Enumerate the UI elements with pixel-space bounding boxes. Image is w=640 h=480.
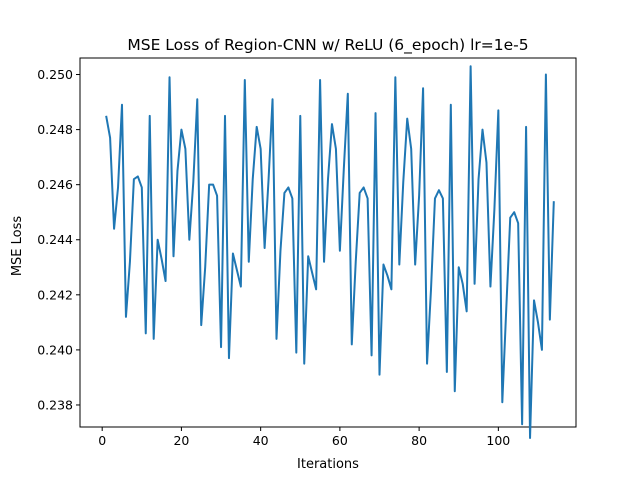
series-line bbox=[105, 65, 555, 440]
x-axis: 0 20 40 60 80 100 bbox=[98, 427, 510, 448]
y-axis-label: MSE Loss bbox=[10, 216, 25, 277]
y-tick-label: 0.240 bbox=[37, 342, 73, 357]
y-tick-label: 0.248 bbox=[37, 122, 73, 137]
series-layer bbox=[105, 65, 555, 440]
x-tick-label: 100 bbox=[486, 433, 510, 448]
x-tick-label: 60 bbox=[332, 433, 348, 448]
x-axis-label: Iterations bbox=[297, 457, 359, 472]
x-tick-label: 0 bbox=[98, 433, 106, 448]
chart-title: MSE Loss of Region-CNN w/ ReLU (6_epoch)… bbox=[127, 36, 528, 55]
x-tick-label: 80 bbox=[411, 433, 427, 448]
axes-frame bbox=[79, 57, 577, 428]
y-tick-label: 0.246 bbox=[37, 177, 73, 192]
y-tick-label: 0.244 bbox=[37, 232, 73, 247]
x-tick-label: 40 bbox=[253, 433, 269, 448]
y-axis: 0.238 0.240 0.242 0.244 0.246 0.248 0.250 bbox=[37, 67, 80, 412]
y-tick-label: 0.242 bbox=[37, 287, 73, 302]
y-tick-label: 0.238 bbox=[37, 397, 73, 412]
y-tick-label: 0.250 bbox=[37, 67, 73, 82]
plot-area bbox=[79, 57, 577, 428]
x-tick-label: 20 bbox=[173, 433, 189, 448]
